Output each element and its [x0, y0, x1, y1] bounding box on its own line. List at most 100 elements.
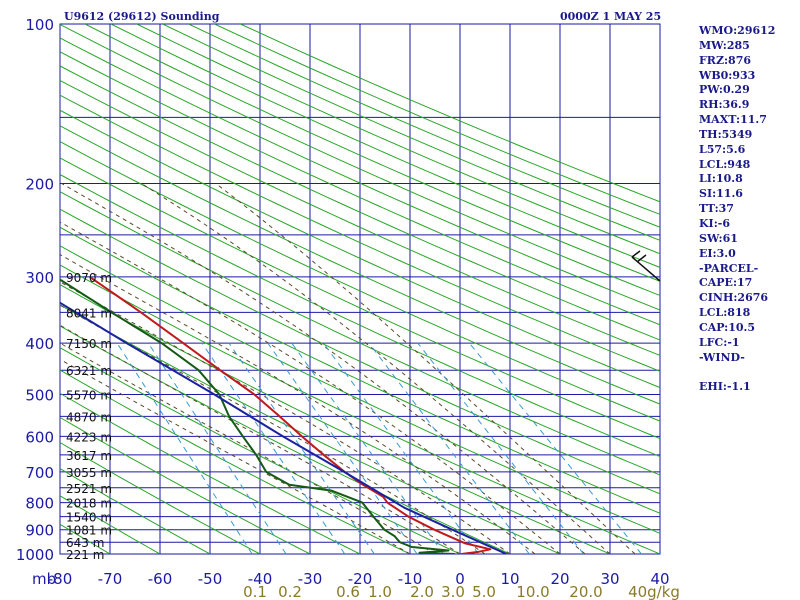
mixing-ratio-line	[228, 342, 375, 554]
pressure-tick-label: 700	[25, 464, 54, 482]
temperature-tick-label: 10	[500, 570, 519, 588]
pressure-tick-label: 100	[25, 16, 54, 34]
wind-barb-staff	[631, 256, 661, 282]
dry-adiabat	[60, 65, 660, 341]
index-item: WMO:29612	[699, 24, 776, 37]
height-label: 6321 m	[66, 364, 112, 378]
index-item: MAXT:11.7	[699, 113, 767, 127]
moist-adiabat	[60, 324, 461, 554]
index-item: LFC:-1	[699, 335, 740, 349]
index-item: EI:3.0	[699, 246, 736, 260]
height-label: 1540 m	[66, 511, 112, 525]
dry-adiabat	[60, 109, 660, 389]
mixing-ratio-line	[201, 342, 346, 554]
index-item: LCL:818	[699, 306, 751, 320]
index-item: TT:37	[699, 202, 734, 216]
index-item: LI:10.8	[699, 172, 743, 186]
dewpoint-line	[60, 278, 456, 554]
dry-adiabat	[60, 495, 161, 554]
dry-adiabat	[60, 157, 660, 440]
temperature-tick-label: -60	[148, 570, 173, 588]
pressure-tick-label: 500	[25, 386, 54, 404]
dry-adiabat	[60, 392, 361, 554]
dry-adiabat	[60, 79, 660, 356]
temperature-tick-label: -70	[98, 570, 123, 588]
moist-adiabat	[60, 281, 511, 554]
index-item	[699, 365, 799, 380]
index-item: RH:36.9	[699, 98, 750, 112]
mixing-ratio-line	[468, 342, 642, 554]
moist-adiabat	[141, 183, 611, 554]
mixing-ratio-label: 0.2	[278, 583, 302, 600]
mixing-ratio-label: 10.0	[516, 583, 549, 600]
pressure-tick-label: 800	[25, 495, 54, 513]
dry-adiabat	[60, 284, 611, 554]
wind-barb-flag	[631, 250, 641, 258]
mixing-ratio-label: 40g/kg	[628, 583, 680, 600]
moist-adiabat	[60, 358, 411, 554]
wind-barbs	[631, 250, 661, 282]
height-labels: 9070 m 8041 m 7150 m 6321 m 5570 m 4870 m 4223…	[66, 271, 112, 562]
mixing-ratio-label: 1.0	[368, 583, 392, 600]
moist-adiabat	[60, 221, 561, 554]
height-label: 3055 m	[66, 466, 112, 480]
dry-adiabat	[110, 24, 660, 268]
dry-adiabat	[60, 191, 660, 476]
height-label: 4223 m	[66, 430, 112, 444]
temperature-tick-label: -10	[398, 570, 423, 588]
height-label: 1081 m	[66, 524, 112, 538]
temperature-tick-label: -30	[298, 570, 323, 588]
dry-adiabat	[84, 24, 660, 282]
dry-adiabat	[60, 245, 660, 534]
chart-title-right: 0000Z 1 MAY 25	[560, 10, 661, 23]
parcel-line	[60, 301, 507, 554]
dry-adiabat	[60, 304, 561, 554]
height-label: 8041 m	[66, 306, 112, 320]
index-panel: WMO:29612 MW:285 FRZ:876 WB0:933 PW:0.29 RH:3…	[699, 24, 799, 395]
index-item: CAPE:17	[699, 276, 753, 290]
index-item: CAP:10.5	[699, 320, 756, 334]
height-label: 221 m	[66, 548, 104, 562]
temperature-line	[89, 276, 492, 554]
dry-adiabat	[60, 441, 261, 554]
dry-adiabat	[60, 24, 660, 297]
index-item: SW:61	[699, 231, 738, 245]
mixing-ratio-label: 0.1	[243, 583, 267, 600]
index-item: LCL:948	[699, 157, 751, 171]
pressure-unit-label: mb	[32, 570, 56, 588]
index-item: WB0:933	[699, 68, 756, 82]
height-label: 643 m	[66, 536, 104, 550]
dry-adiabat	[60, 468, 211, 554]
dry-adiabat	[60, 141, 660, 422]
height-label: 5570 m	[66, 388, 112, 402]
dry-adiabat	[162, 24, 660, 241]
mixing-ratio-line	[368, 342, 530, 554]
pressure-tick-label: 600	[25, 428, 54, 446]
mixing-ratio-line	[417, 342, 585, 554]
index-item: -PARCEL-	[699, 261, 759, 275]
temperature-tick-label: -80	[48, 570, 73, 588]
height-label: 4870 m	[66, 410, 112, 424]
index-item: MW:285	[699, 38, 750, 52]
dry-adiabat	[60, 51, 660, 326]
mixing-ratio-label: 3.0	[441, 583, 465, 600]
temperature-tick-label: -50	[198, 570, 223, 588]
dry-adiabat	[60, 94, 660, 372]
moist-adiabat	[61, 183, 586, 554]
chart-title-left: U9612 (29612) Sounding	[64, 10, 220, 23]
mixing-ratio-lines	[116, 342, 642, 554]
index-item: PW:0.29	[699, 83, 750, 97]
dry-adiabat	[60, 173, 660, 458]
index-item: FRZ:876	[699, 53, 752, 67]
height-label: 3617 m	[66, 449, 112, 463]
temperature-tick-label: -40	[248, 570, 273, 588]
moist-adiabat	[215, 183, 636, 554]
pressure-tick-label: 300	[25, 269, 54, 287]
temperature-tick-label: 30	[600, 570, 619, 588]
height-label: 9070 m	[66, 271, 112, 285]
dry-adiabat	[60, 347, 461, 554]
moist-adiabat	[60, 342, 436, 554]
